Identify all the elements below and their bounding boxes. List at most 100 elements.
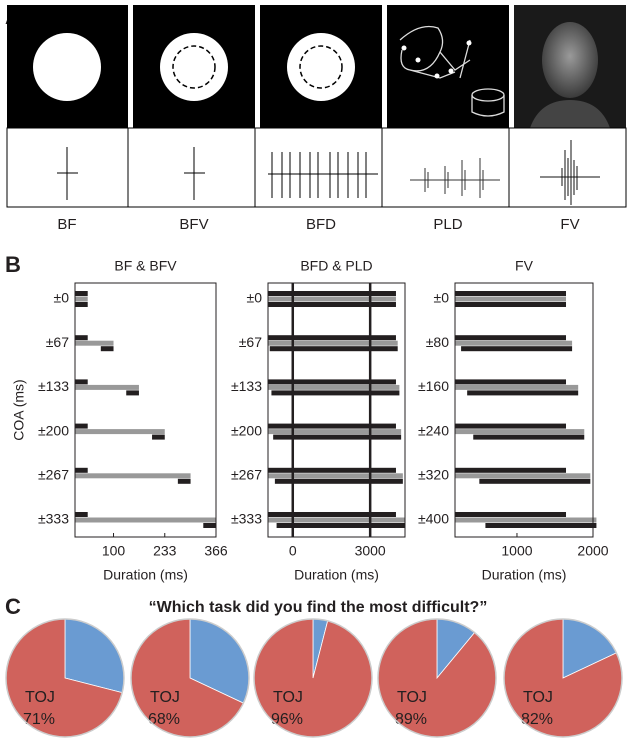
stimulus-label: BF — [57, 216, 76, 233]
bar — [268, 473, 403, 479]
bar — [455, 296, 567, 302]
x-axis-label: Duration (ms) — [294, 567, 379, 583]
axes-frame — [267, 282, 406, 538]
bar — [75, 473, 191, 479]
chart-title: BF & BFV — [114, 258, 177, 274]
bar — [455, 429, 585, 435]
y-tick-label: ±333 — [231, 511, 262, 527]
x-axis-label: Duration (ms) — [103, 567, 188, 583]
y-axis-label: COA (ms) — [11, 379, 27, 440]
y-tick-label: ±0 — [54, 290, 70, 306]
bar — [467, 390, 579, 396]
bar — [203, 523, 216, 528]
bar — [152, 434, 165, 440]
bar — [274, 478, 403, 484]
bar — [273, 434, 402, 440]
bar — [455, 517, 597, 523]
chart-title: BFD & PLD — [300, 258, 372, 274]
bar — [461, 346, 573, 352]
pie-rim — [5, 618, 125, 738]
stimulus-label: PLD — [433, 216, 462, 233]
slice-label: TOJ — [523, 689, 553, 706]
stimulus-label: BFD — [306, 216, 336, 233]
bar — [268, 429, 402, 435]
y-tick-label: ±333 — [38, 511, 69, 527]
sound-row — [6, 127, 627, 208]
bar — [75, 335, 88, 341]
slice-label: TOJ — [25, 689, 55, 706]
y-tick-label: ±267 — [231, 467, 262, 483]
value-label: 89% — [395, 711, 427, 728]
flash-ring — [172, 45, 216, 89]
bar — [75, 517, 216, 523]
bar — [75, 423, 88, 429]
bar — [455, 467, 567, 473]
flash — [33, 33, 101, 101]
x-tick-label: 233 — [153, 543, 177, 559]
y-tick-label: ±0 — [247, 290, 263, 306]
bar — [75, 384, 139, 390]
bar — [268, 379, 396, 385]
bar — [75, 379, 88, 385]
stimuli-panel — [6, 5, 627, 208]
bar — [268, 384, 400, 390]
slice-label: TOJ — [273, 689, 303, 706]
y-tick-label: ±133 — [231, 378, 262, 394]
bar — [268, 335, 396, 341]
bar — [455, 335, 567, 341]
y-tick-label: ±67 — [239, 334, 262, 350]
slice-label: TOJ — [150, 689, 180, 706]
y-tick-label: ±160 — [418, 378, 449, 394]
y-tick-label: ±0 — [434, 290, 450, 306]
bar — [75, 340, 114, 346]
bar — [455, 384, 579, 390]
pie-rim — [253, 618, 373, 738]
bar — [268, 517, 405, 523]
panel-label: B — [5, 252, 21, 277]
x-tick-label: 1000 — [501, 543, 532, 559]
pie-rim — [377, 618, 497, 738]
bar — [455, 302, 567, 307]
y-tick-label: ±320 — [418, 467, 449, 483]
slice-label: TOJ — [397, 689, 427, 706]
waveforms — [57, 128, 600, 207]
bar — [268, 423, 396, 429]
face-shoulders — [530, 100, 610, 128]
stimulus-frame — [387, 5, 509, 128]
face — [542, 22, 598, 98]
bar — [268, 291, 396, 296]
axes-frame — [74, 282, 217, 538]
x-tick-label: 100 — [102, 543, 126, 559]
value-label: 96% — [271, 711, 303, 728]
bar — [75, 512, 88, 517]
y-tick-label: ±133 — [38, 378, 69, 394]
bar — [75, 296, 88, 302]
bar — [455, 423, 567, 429]
y-tick-label: ±267 — [38, 467, 69, 483]
stimulus-label: BFV — [179, 216, 208, 233]
y-tick-label: ±400 — [418, 511, 449, 527]
bar — [455, 512, 567, 517]
bar — [268, 512, 396, 517]
chart-title: FV — [515, 258, 534, 274]
bar — [479, 478, 591, 484]
value-label: 82% — [521, 711, 553, 728]
panel-label: C — [5, 594, 21, 619]
pie-rim — [503, 618, 623, 738]
value-label: 71% — [23, 711, 55, 728]
value-label: 68% — [148, 711, 180, 728]
bar — [100, 346, 114, 352]
bar — [75, 429, 165, 435]
bar — [177, 478, 191, 484]
bar — [75, 291, 88, 296]
bar — [126, 390, 139, 396]
bar — [75, 467, 88, 473]
bar — [455, 291, 567, 296]
x-tick-label: 0 — [289, 543, 297, 559]
flash-ring — [299, 45, 343, 89]
survey-title: “Which task did you find the most diffic… — [149, 599, 488, 616]
bar — [271, 390, 400, 396]
point-light-drummer — [399, 25, 505, 117]
x-tick-label: 2000 — [577, 543, 608, 559]
